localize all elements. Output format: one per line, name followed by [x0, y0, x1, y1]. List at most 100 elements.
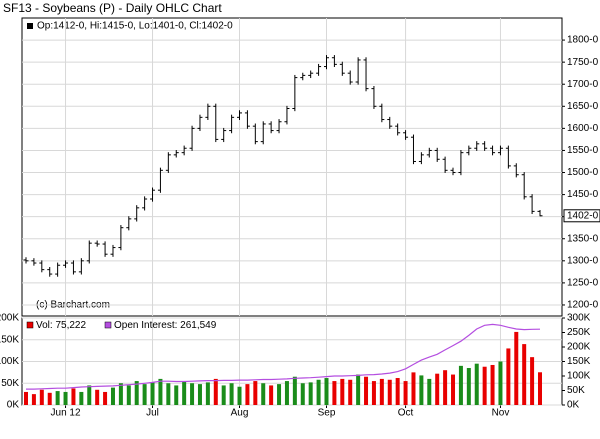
volume-bar: [269, 385, 274, 405]
volume-bar: [530, 357, 535, 405]
volume-bar: [474, 363, 479, 405]
volume-bar: [427, 378, 432, 405]
y-tick-label: 1450-0: [567, 189, 599, 200]
y-tick-label: 1250-0: [567, 278, 599, 289]
x-tick-label: Aug: [231, 408, 249, 419]
y2-tick-label: 250K: [567, 327, 591, 338]
volume-bar: [237, 386, 242, 405]
y-tick-label: 1300-0: [567, 255, 599, 266]
volume-bar: [229, 383, 234, 405]
volume-bar: [174, 385, 179, 405]
volume-bar: [443, 370, 448, 405]
legend-label: Open Interest: 261,549: [114, 320, 217, 331]
volume-bar: [324, 378, 329, 405]
volume-bar: [31, 394, 36, 405]
y2-tick-label: 300K: [567, 313, 591, 324]
volume-bar: [126, 385, 131, 405]
volume-bar: [403, 381, 408, 405]
legend-swatch: [26, 321, 34, 329]
volume-bar: [498, 361, 503, 405]
volume-bar: [245, 384, 250, 405]
y2-tick-label: 100K: [567, 371, 591, 382]
last-price-label: 1402-0: [567, 210, 599, 221]
y2-tick-label: 150K: [567, 356, 591, 367]
x-tick-label: Oct: [398, 408, 414, 419]
volume-bar: [47, 392, 52, 405]
volume-bar: [110, 387, 115, 405]
volume-bar: [87, 385, 92, 405]
volume-bar: [514, 331, 519, 405]
price-panel: [21, 17, 563, 317]
volume-bar: [24, 391, 28, 405]
volume-bar: [39, 389, 44, 405]
y-tick-label: 200K: [0, 313, 19, 324]
y-tick-label: 50K: [1, 378, 19, 389]
volume-bar: [411, 372, 416, 405]
volume-bar: [490, 364, 495, 405]
volume-bar: [379, 378, 384, 405]
volume-bar: [538, 372, 542, 405]
volume-bar: [55, 391, 60, 405]
open-interest-line: [26, 323, 541, 390]
volume-bar: [103, 391, 108, 405]
y-tick-label: 0K: [7, 400, 20, 411]
legend-text: Op:1412-0, Hi:1415-0, Lo:1401-0, Cl:1402…: [37, 21, 233, 32]
y-tick-label: 150K: [0, 334, 19, 345]
volume-bar: [95, 389, 100, 405]
volume-bar: [142, 384, 147, 405]
last-price-box: [563, 209, 600, 223]
volume-bar: [340, 378, 345, 405]
y-tick-label: 1500-0: [567, 167, 599, 178]
y2-tick-label: 200K: [567, 342, 591, 353]
volume-bar: [316, 379, 321, 405]
volume-bar: [118, 383, 123, 405]
volume-bar: [292, 376, 297, 405]
volume-bar: [213, 378, 218, 405]
volume-bar: [356, 374, 361, 405]
volume-bar: [364, 376, 369, 405]
volume-bar: [387, 379, 392, 405]
y2-tick-label: 0K: [567, 400, 580, 411]
volume-bar: [435, 373, 440, 405]
x-tick-label: Nov: [492, 408, 510, 419]
volume-bar: [522, 344, 527, 405]
y-tick-label: 100K: [0, 356, 19, 367]
volume-bar: [197, 384, 202, 405]
x-tick-label: Jul: [146, 408, 159, 419]
legend-label: Vol: 75,222: [36, 320, 86, 331]
y-tick-label: 1700-0: [567, 79, 599, 90]
volume-bar: [150, 382, 155, 405]
volume-bar: [221, 385, 226, 405]
volume-bar: [332, 381, 337, 405]
volume-bar: [308, 382, 313, 405]
volume-bar: [253, 381, 258, 405]
volume-bar: [482, 366, 487, 405]
legend-swatch: [27, 23, 33, 29]
y-tick-label: 1650-0: [567, 101, 599, 112]
volume-bar: [134, 381, 139, 405]
volume-bar: [190, 383, 195, 405]
chart-title: SF13 - Soybeans (P) - Daily OHLC Chart: [3, 1, 222, 15]
y2-tick-label: 50K: [567, 385, 585, 396]
y-tick-label: 1550-0: [567, 145, 599, 156]
volume-bar: [182, 381, 187, 405]
y-tick-label: 1800-0: [567, 35, 599, 46]
volume-bar: [395, 378, 400, 405]
volume-bar: [348, 379, 353, 405]
volume-bar: [71, 388, 76, 405]
volume-bar: [419, 375, 424, 405]
volume-bar: [506, 348, 511, 405]
volume-bar: [277, 384, 282, 405]
volume-bar: [166, 383, 171, 405]
y-tick-label: 1200-0: [567, 300, 599, 311]
y-tick-label: 1350-0: [567, 233, 599, 244]
volume-bar: [205, 382, 210, 405]
volume-bar: [158, 378, 163, 405]
volume-bar: [458, 365, 463, 405]
legend-swatch: [104, 321, 112, 329]
volume-bar: [261, 383, 266, 405]
volume-bar: [371, 381, 376, 405]
y-tick-label: 1600-0: [567, 123, 599, 134]
x-tick-label: Sep: [318, 408, 336, 419]
